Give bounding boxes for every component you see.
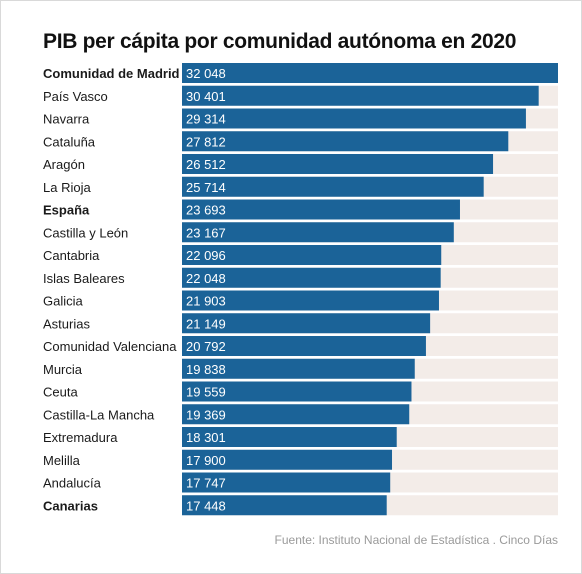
- category-label-galicia: Galicia: [43, 294, 84, 309]
- source-note: Fuente: Instituto Nacional de Estadístic…: [274, 533, 558, 547]
- category-label-comunidad-de-madrid: Comunidad de Madrid: [43, 66, 180, 81]
- value-label-comunidad-valenciana: 20 792: [186, 339, 226, 354]
- category-label-espana: España: [43, 203, 90, 218]
- value-label-murcia: 19 838: [186, 362, 226, 377]
- value-label-pais-vasco: 30 401: [186, 89, 226, 104]
- category-label-aragon: Aragón: [43, 157, 85, 172]
- value-label-andalucia: 17 747: [186, 476, 226, 491]
- value-label-aragon: 26 512: [186, 157, 226, 172]
- bar-castilla-la-mancha: [182, 404, 410, 425]
- bar-comunidad-valenciana: [182, 336, 426, 356]
- bar-extremadura: [182, 427, 397, 447]
- value-label-la-rioja: 25 714: [186, 180, 226, 195]
- bar-andalucia: [182, 472, 391, 493]
- bar-cantabria: [182, 245, 442, 265]
- category-label-ceuta: Ceuta: [43, 385, 78, 400]
- category-label-cataluna: Cataluña: [43, 134, 96, 149]
- value-label-navarra: 29 314: [186, 112, 226, 127]
- value-label-canarias: 17 448: [186, 498, 226, 513]
- bar-galicia: [182, 290, 439, 311]
- value-label-ceuta: 19 559: [186, 385, 226, 400]
- category-label-pais-vasco: País Vasco: [43, 89, 108, 104]
- value-label-castilla-y-leon: 23 167: [186, 225, 226, 240]
- category-label-islas-baleares: Islas Baleares: [43, 271, 125, 286]
- bar-cataluna: [182, 131, 509, 152]
- bar-melilla: [182, 449, 393, 470]
- bar-asturias: [182, 313, 431, 334]
- chart-title: PIB per cápita por comunidad autónoma en…: [43, 30, 517, 53]
- bar-pais-vasco: [182, 85, 539, 106]
- bar-murcia: [182, 358, 415, 379]
- category-label-murcia: Murcia: [43, 362, 83, 377]
- bar-navarra: [182, 108, 526, 129]
- bar-la-rioja: [182, 176, 484, 197]
- value-label-melilla: 17 900: [186, 453, 226, 468]
- category-label-melilla: Melilla: [43, 453, 81, 468]
- category-label-castilla-la-mancha: Castilla-La Mancha: [43, 407, 155, 422]
- category-label-andalucia: Andalucía: [43, 476, 102, 491]
- bar-islas-baleares: [182, 267, 441, 288]
- category-label-cantabria: Cantabria: [43, 248, 100, 263]
- value-label-comunidad-de-madrid: 32 048: [186, 66, 226, 81]
- value-label-galicia: 21 903: [186, 294, 226, 309]
- value-label-extremadura: 18 301: [186, 430, 226, 445]
- value-label-islas-baleares: 22 048: [186, 271, 226, 286]
- category-label-canarias: Canarias: [43, 498, 98, 513]
- value-label-castilla-la-mancha: 19 369: [186, 407, 226, 422]
- value-label-cataluna: 27 812: [186, 134, 226, 149]
- value-label-cantabria: 22 096: [186, 248, 226, 263]
- bar-canarias: [182, 495, 387, 516]
- category-label-castilla-y-leon: Castilla y León: [43, 225, 128, 240]
- bar-castilla-y-leon: [182, 222, 454, 243]
- bar-comunidad-de-madrid: [182, 63, 558, 83]
- bar-espana: [182, 199, 460, 220]
- category-label-la-rioja: La Rioja: [43, 180, 91, 195]
- category-label-asturias: Asturias: [43, 316, 90, 331]
- bar-ceuta: [182, 381, 412, 402]
- category-label-comunidad-valenciana: Comunidad Valenciana: [43, 339, 177, 354]
- category-label-navarra: Navarra: [43, 112, 90, 127]
- value-label-espana: 23 693: [186, 203, 226, 218]
- value-label-asturias: 21 149: [186, 316, 226, 331]
- category-label-extremadura: Extremadura: [43, 430, 118, 445]
- bar-aragon: [182, 154, 494, 174]
